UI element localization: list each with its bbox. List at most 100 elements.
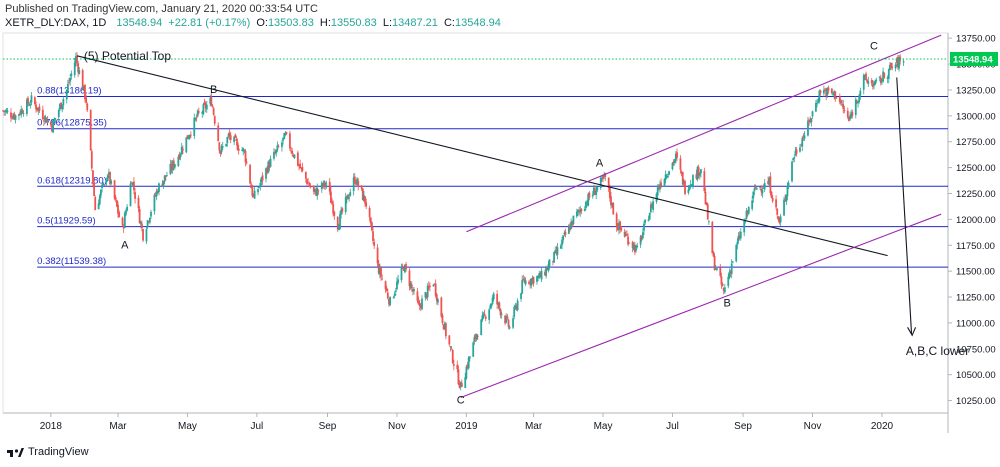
- candle-body: [360, 185, 363, 189]
- candle-body: [373, 242, 376, 246]
- candle-body: [873, 82, 875, 86]
- candle-body: [528, 281, 530, 284]
- candle-body: [150, 211, 152, 217]
- candle-body: [500, 314, 503, 316]
- candle-body: [537, 275, 540, 278]
- candle-body: [315, 189, 318, 196]
- candle-body: [660, 182, 662, 186]
- candle-body: [209, 97, 212, 104]
- candle-body: [580, 208, 583, 212]
- candle-body: [148, 217, 151, 223]
- candle-body: [771, 197, 774, 202]
- candle-body: [300, 167, 303, 169]
- candle-body: [548, 259, 551, 267]
- candle-body: [37, 107, 40, 111]
- candle-body: [854, 99, 857, 116]
- fib-level-label: 0.786(12875.35): [37, 118, 107, 129]
- candle-body: [53, 119, 56, 122]
- candle-body: [73, 62, 76, 76]
- candle-body: [887, 69, 890, 79]
- candle-body: [6, 110, 9, 112]
- candle-body: [27, 98, 29, 105]
- candle-body: [370, 222, 373, 231]
- candle-body: [218, 142, 221, 151]
- wave-annotation: C: [457, 395, 465, 407]
- candle-body: [130, 183, 133, 185]
- candle-body: [361, 188, 364, 201]
- candle-body: [251, 186, 254, 196]
- candle-body: [92, 170, 94, 184]
- candle-body: [783, 199, 785, 216]
- candle-body: [730, 263, 733, 275]
- candle-body: [74, 56, 77, 63]
- candle-body: [611, 202, 614, 207]
- candle-body: [801, 138, 804, 147]
- candle-body: [544, 271, 546, 276]
- candles-group: [2, 52, 905, 391]
- candle-body: [265, 168, 267, 179]
- candle-body: [460, 383, 463, 387]
- candle-body: [242, 148, 245, 152]
- candle-body: [793, 157, 796, 159]
- candle-body: [189, 134, 192, 136]
- y-tick-label: 11750.00: [956, 241, 995, 252]
- candle-body: [320, 182, 323, 190]
- candle-body: [296, 152, 299, 166]
- candle-body: [26, 99, 28, 114]
- candle-body: [282, 137, 284, 141]
- candle-body: [413, 289, 415, 292]
- symbol-label[interactable]: XETR_DLY:DAX, 1D: [5, 17, 107, 29]
- candle-body: [33, 97, 36, 104]
- candle-body: [452, 364, 455, 366]
- candle-body: [593, 187, 595, 195]
- candle-body: [785, 194, 788, 202]
- candle-body: [205, 104, 208, 110]
- candle-body: [44, 115, 47, 121]
- candle-body: [417, 300, 420, 304]
- candle-body: [795, 149, 798, 154]
- candle-body: [169, 164, 172, 175]
- candle-body: [569, 226, 571, 231]
- candle-body: [498, 302, 501, 309]
- candle-body: [30, 95, 33, 103]
- candle-body: [671, 162, 674, 170]
- candle-body: [810, 118, 813, 123]
- candle-body: [363, 195, 365, 202]
- x-tick-label: May: [594, 421, 613, 432]
- candle-body: [105, 180, 108, 182]
- candle-body: [754, 186, 757, 189]
- candle-body: [237, 148, 240, 151]
- candle-body: [735, 244, 738, 262]
- candle-body: [703, 171, 706, 192]
- candle-body: [817, 101, 820, 103]
- candle-body: [378, 267, 381, 275]
- candle-body: [69, 77, 72, 82]
- candle-body: [615, 213, 618, 228]
- candle-body: [879, 77, 882, 84]
- candle-body: [61, 104, 64, 110]
- candle-body: [688, 185, 691, 190]
- candle-body: [712, 252, 715, 257]
- candle-body: [285, 132, 288, 134]
- candle-body: [45, 117, 48, 123]
- candle-body: [202, 104, 205, 114]
- brand-name: TradingView: [28, 446, 89, 458]
- candle-body: [563, 232, 566, 234]
- candle-body: [101, 184, 103, 189]
- trend-line-projection-arrow: [896, 77, 913, 335]
- candle-body: [465, 366, 468, 379]
- candle-body: [35, 104, 37, 110]
- candle-body: [720, 276, 723, 285]
- candle-body: [496, 293, 499, 305]
- candle-body: [298, 164, 300, 166]
- candle-body: [715, 268, 718, 270]
- candle-body: [838, 96, 841, 103]
- candle-body: [513, 306, 516, 317]
- candle-body: [736, 241, 739, 245]
- candle-body: [667, 175, 669, 178]
- y-tick-label: 12750.00: [956, 137, 996, 148]
- candle-body: [344, 197, 347, 213]
- y-tick-label: 13250.00: [956, 85, 996, 96]
- candle-body: [212, 108, 215, 115]
